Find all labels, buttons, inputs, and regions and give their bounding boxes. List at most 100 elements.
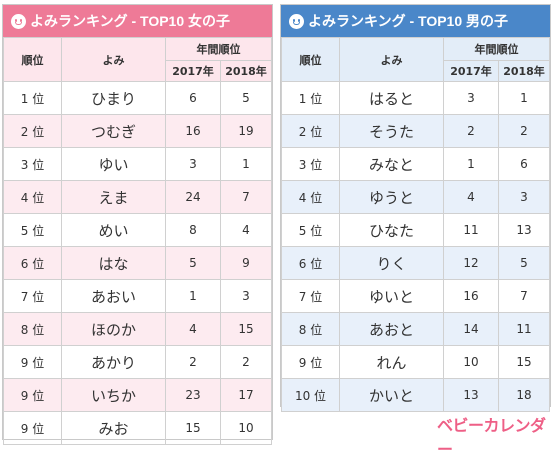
rank-cell: 8 位 [3, 312, 62, 346]
yomi-cell: ゆうと [339, 180, 444, 214]
rank-cell: 2 位 [281, 114, 340, 148]
year-2018-cell: 11 [498, 312, 550, 346]
year-2018-cell: 3 [220, 279, 272, 313]
yomi-cell: りく [339, 246, 444, 280]
year-2017-cell: 11 [443, 213, 499, 247]
year-2018-cell: 5 [498, 246, 550, 280]
yearly-rank-header: 年間順位 [165, 37, 272, 61]
yomi-cell: あおと [339, 312, 444, 346]
table-row: 8 位あおと 14 11 [281, 312, 550, 346]
yomi-cell: そうた [339, 114, 444, 148]
table-row: 9 位あかり 2 2 [3, 345, 272, 379]
table-row: 9 位みお 15 10 [3, 411, 272, 445]
rank-cell: 2 位 [3, 114, 62, 148]
year-2017-header: 2017年 [165, 60, 221, 82]
year-2018-cell: 2 [220, 345, 272, 379]
table-row: 1 位はると 3 1 [281, 81, 550, 115]
table-row: 7 位あおい 1 3 [3, 279, 272, 313]
year-2017-cell: 3 [165, 147, 221, 181]
table-row: 3 位ゆい 3 1 [3, 147, 272, 181]
year-2017-header: 2017年 [443, 60, 499, 82]
rank-cell: 4 位 [3, 180, 62, 214]
year-2018-cell: 15 [220, 312, 272, 346]
rank-cell: 9 位 [281, 345, 340, 379]
baby-calendar-logo: ベビーカレンダー [437, 418, 546, 459]
rank-cell: 4 位 [281, 180, 340, 214]
rank-cell: 1 位 [281, 81, 340, 115]
yomi-cell: あかり [61, 345, 166, 379]
year-2018-cell: 7 [498, 279, 550, 313]
year-2017-cell: 24 [165, 180, 221, 214]
rank-cell: 7 位 [3, 279, 62, 313]
table-row: 10 位かいと 13 18 [281, 378, 550, 412]
table-row: 3 位みなと 1 6 [281, 147, 550, 181]
yomi-cell: あおい [61, 279, 166, 313]
year-2018-cell: 18 [498, 378, 550, 412]
year-2017-cell: 1 [443, 147, 499, 181]
year-2017-cell: 16 [443, 279, 499, 313]
year-2017-cell: 12 [443, 246, 499, 280]
yomi-cell: ゆい [61, 147, 166, 181]
year-2017-cell: 2 [443, 114, 499, 148]
rank-cell: 3 位 [3, 147, 62, 181]
boys-panel-header: よみランキング - TOP10 男の子 [281, 5, 550, 37]
year-2017-cell: 8 [165, 213, 221, 247]
year-2017-cell: 6 [165, 81, 221, 115]
rank-cell: 5 位 [3, 213, 62, 247]
smiley-face-icon [289, 13, 304, 29]
yomi-cell: めい [61, 213, 166, 247]
boys-ranking-panel: よみランキング - TOP10 男の子 順位 よみ 年間順位 2017年 201… [280, 4, 551, 412]
year-2018-cell: 2 [498, 114, 550, 148]
year-2017-cell: 2 [165, 345, 221, 379]
rank-cell: 9 位 [3, 378, 62, 412]
year-2018-cell: 1 [220, 147, 272, 181]
yomi-cell: ほのか [61, 312, 166, 346]
year-2017-cell: 4 [165, 312, 221, 346]
year-2018-header: 2018年 [498, 60, 550, 82]
girls-panel-title: よみランキング - TOP10 女の子 [30, 13, 231, 29]
table-row: 9 位れん 10 15 [281, 345, 550, 379]
table-row: 2 位つむぎ 16 19 [3, 114, 272, 148]
yomi-cell: えま [61, 180, 166, 214]
year-2018-cell: 1 [498, 81, 550, 115]
table-row: 2 位そうた 2 2 [281, 114, 550, 148]
year-2017-cell: 16 [165, 114, 221, 148]
year-2018-cell: 13 [498, 213, 550, 247]
year-2018-cell: 15 [498, 345, 550, 379]
table-row: 7 位ゆいと 16 7 [281, 279, 550, 313]
yomi-cell: ゆいと [339, 279, 444, 313]
boys-ranking-table: 順位 よみ 年間順位 2017年 2018年 1 位はると 3 1 2 位そうた 2 2… [281, 37, 550, 412]
yomi-cell: みお [61, 411, 166, 445]
year-2018-cell: 4 [220, 213, 272, 247]
girls-panel-header: よみランキング - TOP10 女の子 [3, 5, 272, 37]
year-2017-cell: 14 [443, 312, 499, 346]
rank-cell: 6 位 [3, 246, 62, 280]
table-row: 1 位ひまり 6 5 [3, 81, 272, 115]
rank-cell: 10 位 [281, 378, 340, 412]
yomi-header: よみ [61, 37, 166, 82]
rank-cell: 1 位 [3, 81, 62, 115]
year-2018-cell: 7 [220, 180, 272, 214]
rank-cell: 9 位 [3, 345, 62, 379]
year-2018-cell: 17 [220, 378, 272, 412]
rank-header: 順位 [3, 37, 62, 82]
table-row: 8 位ほのか 4 15 [3, 312, 272, 346]
yomi-cell: かいと [339, 378, 444, 412]
year-2018-header: 2018年 [220, 60, 272, 82]
yearly-rank-header: 年間順位 [443, 37, 550, 61]
table-row: 5 位めい 8 4 [3, 213, 272, 247]
table-row: 6 位はな 5 9 [3, 246, 272, 280]
yomi-cell: つむぎ [61, 114, 166, 148]
rank-cell: 9 位 [3, 411, 62, 445]
year-2017-cell: 10 [443, 345, 499, 379]
year-2018-cell: 10 [220, 411, 272, 445]
yomi-cell: はると [339, 81, 444, 115]
year-2018-cell: 3 [498, 180, 550, 214]
year-2017-cell: 4 [443, 180, 499, 214]
table-row: 6 位りく 12 5 [281, 246, 550, 280]
table-row: 5 位ひなた 11 13 [281, 213, 550, 247]
rank-cell: 5 位 [281, 213, 340, 247]
year-2017-cell: 15 [165, 411, 221, 445]
year-2018-cell: 6 [498, 147, 550, 181]
yomi-cell: れん [339, 345, 444, 379]
